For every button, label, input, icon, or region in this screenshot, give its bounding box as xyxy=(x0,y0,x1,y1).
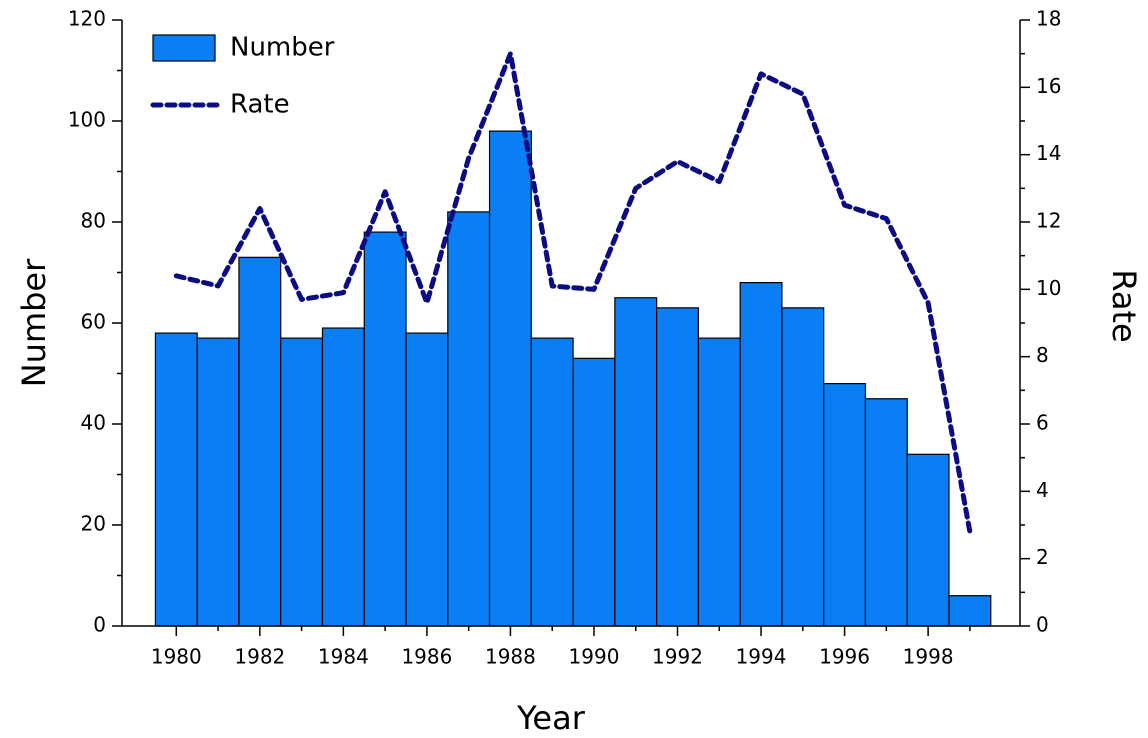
y-tick-label: 20 xyxy=(81,512,106,536)
x-tick-label: 1996 xyxy=(819,645,870,669)
y2-tick-label: 14 xyxy=(1036,141,1061,165)
y-tick-label: 60 xyxy=(81,310,106,334)
bar xyxy=(280,337,324,627)
bar xyxy=(238,256,282,627)
y2-tick-label: 10 xyxy=(1036,276,1061,300)
bar xyxy=(572,357,616,627)
y-tick-label: 80 xyxy=(81,209,106,233)
bar xyxy=(321,327,365,627)
y2-tick-label: 2 xyxy=(1036,545,1049,569)
x-tick-label: 1994 xyxy=(736,645,787,669)
y2-axis-title: Rate xyxy=(1105,269,1143,342)
bar xyxy=(906,453,950,627)
x-tick-label: 1984 xyxy=(318,645,369,669)
x-tick-label: 1992 xyxy=(652,645,703,669)
x-axis-title: Year xyxy=(516,699,586,737)
bar xyxy=(405,332,449,627)
y2-tick-label: 16 xyxy=(1036,74,1061,98)
y2-tick-label: 8 xyxy=(1036,343,1049,367)
x-tick-label: 1988 xyxy=(485,645,536,669)
bar xyxy=(488,130,532,627)
bar xyxy=(447,211,491,627)
bar xyxy=(823,383,867,627)
bar xyxy=(781,307,825,627)
x-tick-label: 1980 xyxy=(151,645,202,669)
rate-line xyxy=(173,51,973,535)
bar xyxy=(656,307,699,627)
y2-tick-label: 4 xyxy=(1036,478,1049,502)
y2-tick-label: 18 xyxy=(1036,7,1061,31)
bar xyxy=(154,332,198,627)
y-tick-label: 0 xyxy=(93,613,106,637)
bar xyxy=(614,297,658,627)
bar xyxy=(363,231,407,627)
bar xyxy=(864,398,908,627)
x-tick-label: 1990 xyxy=(569,645,620,669)
bar xyxy=(948,595,992,627)
x-tick-label: 1998 xyxy=(903,645,954,669)
y-tick-label: 120 xyxy=(68,7,106,31)
legend-label: Rate xyxy=(230,90,290,120)
y-tick-label: 100 xyxy=(68,108,106,132)
bar xyxy=(530,337,574,627)
legend-swatch xyxy=(152,34,216,62)
bar xyxy=(739,282,783,627)
y-axis-title: Number xyxy=(15,258,53,387)
y-tick-label: 40 xyxy=(81,411,106,435)
bar xyxy=(196,337,240,627)
x-tick-label: 1986 xyxy=(401,645,452,669)
x-tick-label: 1982 xyxy=(234,645,285,669)
y2-tick-label: 0 xyxy=(1036,613,1049,637)
legend-label: Number xyxy=(230,33,335,63)
y2-tick-label: 6 xyxy=(1036,411,1049,435)
y2-tick-label: 12 xyxy=(1036,209,1061,233)
bar xyxy=(697,337,741,627)
